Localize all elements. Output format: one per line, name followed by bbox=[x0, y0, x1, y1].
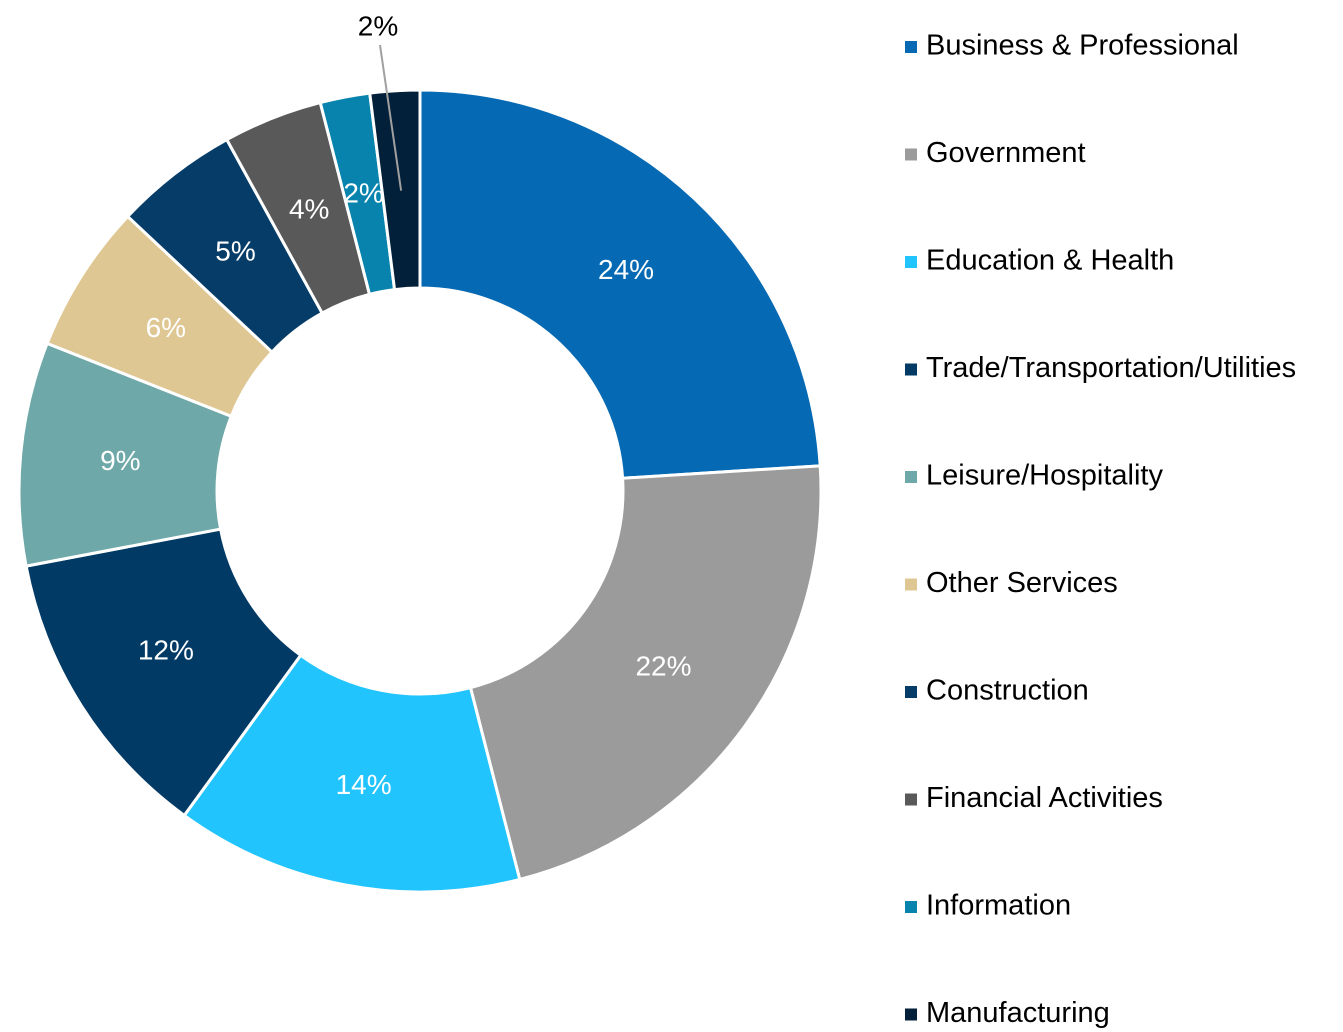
legend-label: Manufacturing bbox=[926, 997, 1110, 1029]
legend-label: Government bbox=[926, 137, 1086, 169]
legend-swatch bbox=[905, 1008, 917, 1021]
legend-label: Trade/Transportation/Utilities bbox=[926, 352, 1296, 384]
data-label: 2% bbox=[358, 10, 398, 41]
legend-swatch bbox=[905, 793, 917, 806]
data-label: 9% bbox=[100, 445, 140, 476]
donut-slice bbox=[24, 527, 303, 818]
legend-label: Business & Professional bbox=[926, 30, 1239, 62]
legend-swatch bbox=[905, 363, 917, 376]
data-label: 5% bbox=[215, 236, 255, 267]
legend-label: Information bbox=[926, 890, 1071, 922]
data-label: 24% bbox=[598, 254, 654, 285]
legend-label: Other Services bbox=[926, 567, 1118, 599]
legend-label: Construction bbox=[926, 675, 1089, 707]
legend-swatch bbox=[905, 148, 917, 161]
legend-swatch bbox=[905, 686, 917, 698]
legend-label: Education & Health bbox=[926, 245, 1174, 277]
data-label: 6% bbox=[146, 312, 186, 343]
leader-line bbox=[379, 44, 403, 191]
legend-label: Leisure/Hospitality bbox=[926, 460, 1163, 492]
legend-swatch bbox=[905, 471, 917, 483]
legend-swatch bbox=[905, 41, 917, 53]
data-label: 2% bbox=[343, 178, 383, 209]
donut-slice bbox=[468, 464, 823, 882]
legend-swatch bbox=[905, 256, 917, 268]
legend-swatch bbox=[905, 578, 917, 591]
data-label: 14% bbox=[336, 769, 392, 800]
donut-slice bbox=[418, 88, 822, 480]
data-label: 4% bbox=[289, 194, 329, 225]
data-label: 12% bbox=[138, 635, 194, 666]
legend-swatch bbox=[905, 901, 917, 913]
data-label: 22% bbox=[635, 650, 691, 681]
legend-label: Financial Activities bbox=[926, 782, 1163, 814]
donut-slice bbox=[182, 653, 522, 894]
